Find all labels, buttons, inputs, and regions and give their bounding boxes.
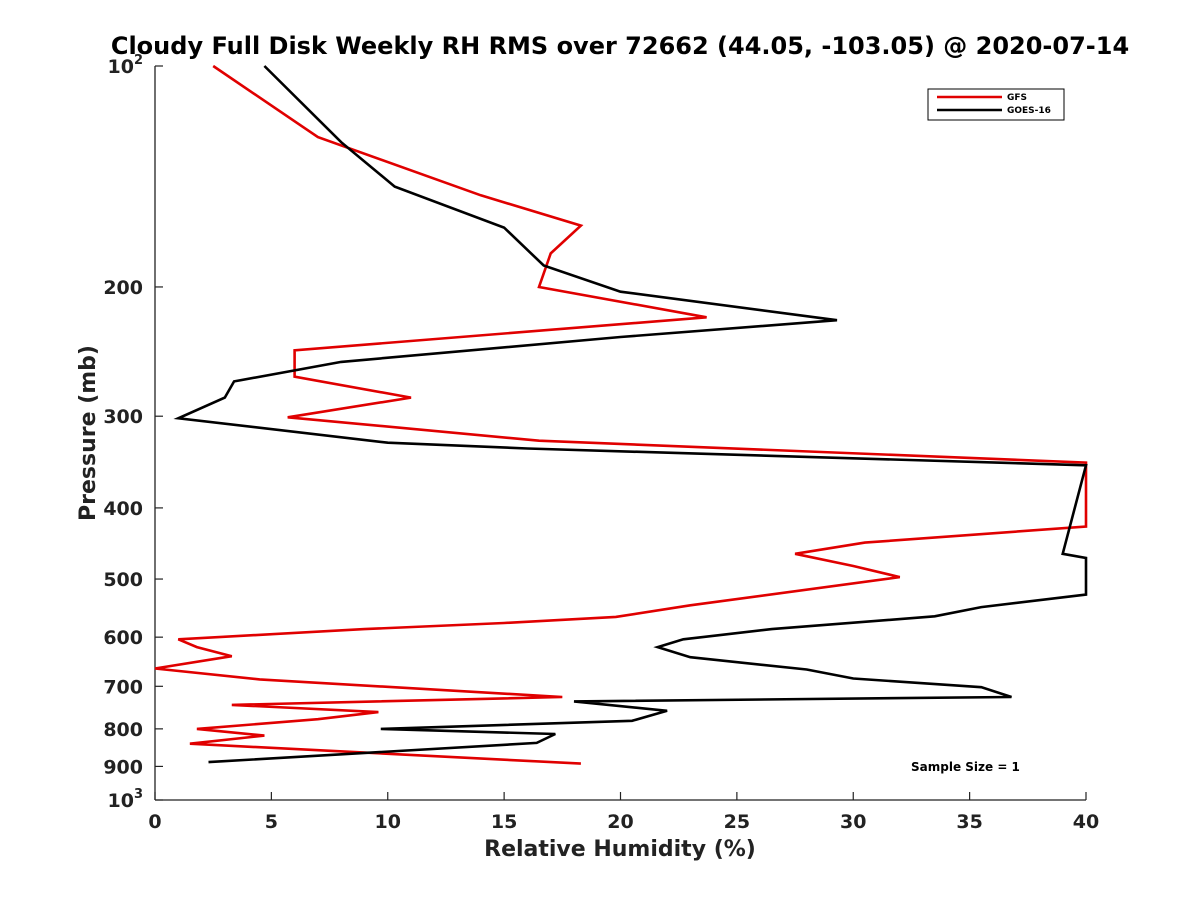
plot-area (154, 64, 1088, 801)
x-axis-ticks: 0 5 10 15 20 25 30 35 40 (148, 792, 1099, 833)
y-axis-ticks: 102 200 300 400 500 600 700 800 900 103 (103, 53, 163, 812)
y-tick-label: 800 (103, 719, 143, 741)
y-tick-label: 400 (103, 498, 143, 520)
x-tick-label: 30 (840, 811, 866, 833)
x-tick-label: 10 (375, 811, 401, 833)
y-tick-label: 500 (103, 569, 143, 591)
y-axis-label: Pressure (mb) (76, 345, 101, 521)
x-tick-label: 15 (491, 811, 517, 833)
chart-title: Cloudy Full Disk Weekly RH RMS over 7266… (111, 32, 1129, 60)
y-tick-label: 300 (103, 406, 143, 428)
legend-label-gfs: GFS (1007, 93, 1027, 103)
y-tick-label: 103 (108, 787, 144, 812)
legend-label-goes16: GOES-16 (1007, 106, 1051, 116)
y-tick-label: 102 (108, 53, 144, 78)
x-tick-label: 40 (1073, 811, 1099, 833)
x-tick-label: 20 (607, 811, 633, 833)
x-tick-label: 25 (724, 811, 750, 833)
x-tick-label: 0 (148, 811, 161, 833)
y-tick-label: 900 (103, 756, 143, 778)
legend-box (927, 88, 1065, 121)
y-tick-label: 600 (103, 627, 143, 649)
x-axis-label: Relative Humidity (%) (484, 837, 756, 862)
x-tick-label: 5 (265, 811, 278, 833)
x-tick-label: 35 (956, 811, 982, 833)
series-line-goes16 (173, 65, 1088, 764)
y-tick-label: 200 (103, 277, 143, 299)
sample-size-annotation: Sample Size = 1 (911, 760, 1020, 774)
legend: GFS GOES-16 (927, 88, 1065, 121)
y-tick-label: 700 (103, 676, 143, 698)
series-line-gfs (154, 64, 1088, 765)
series-lines (154, 64, 1088, 765)
